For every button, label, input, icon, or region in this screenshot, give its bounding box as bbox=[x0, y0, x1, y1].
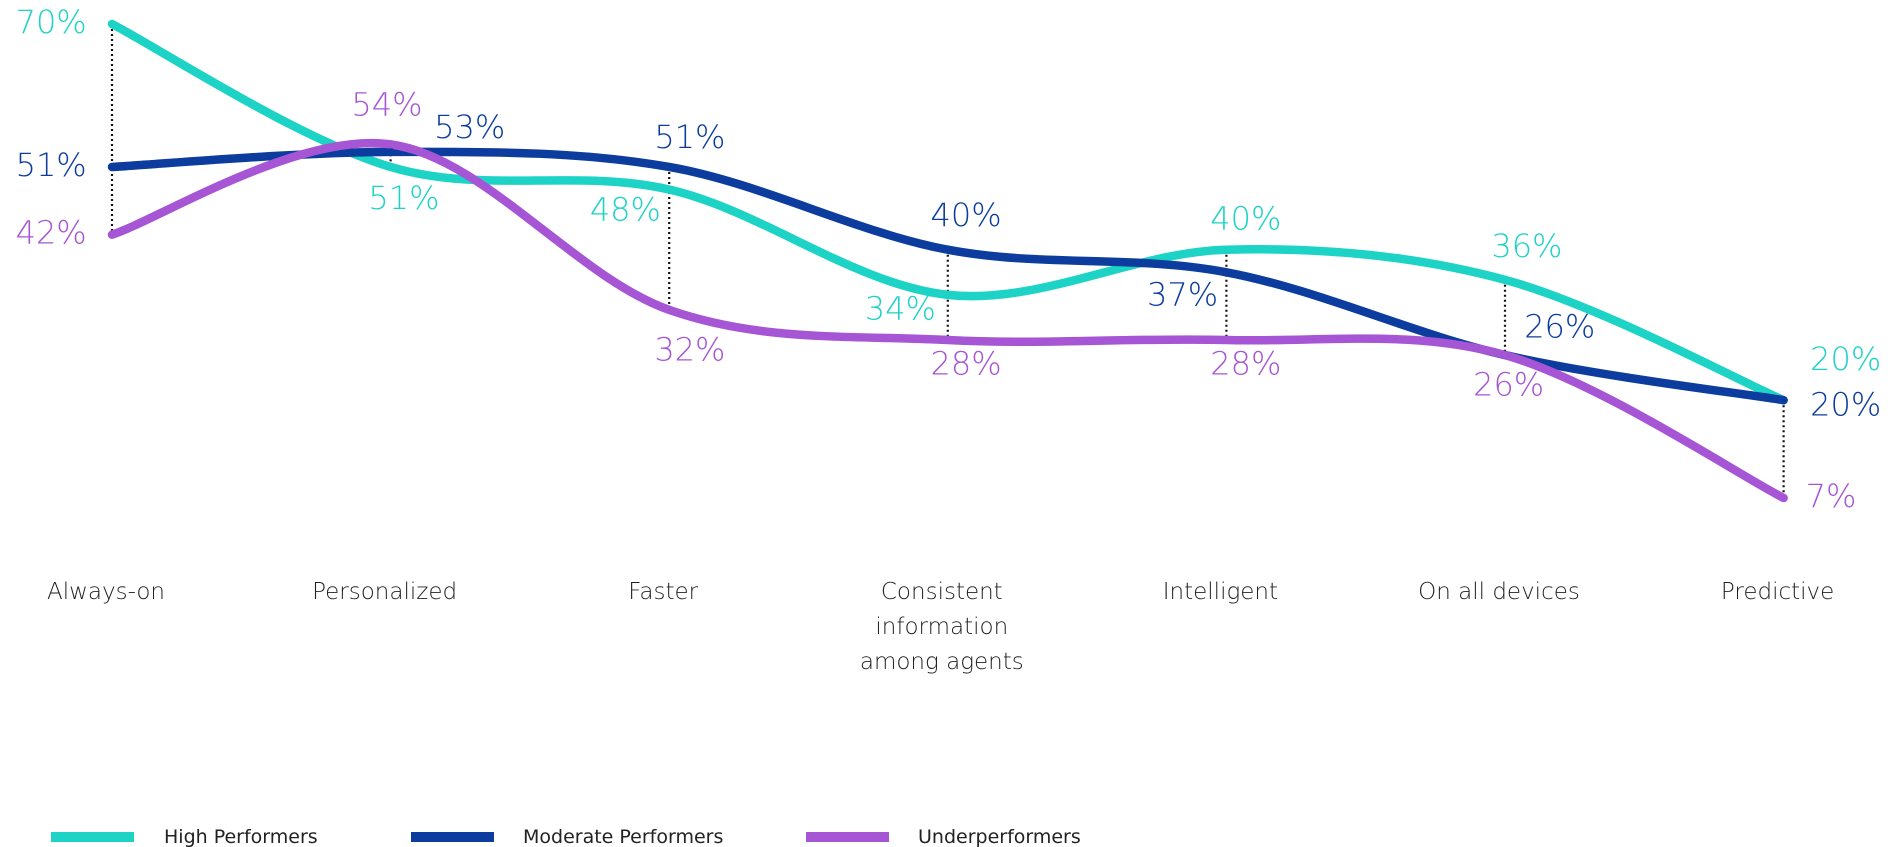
value-label: 20% bbox=[1810, 340, 1881, 378]
point bbox=[1222, 268, 1231, 277]
point bbox=[1222, 245, 1231, 254]
point bbox=[1501, 275, 1509, 284]
point bbox=[108, 162, 116, 171]
value-label: 20% bbox=[1810, 385, 1881, 423]
value-label: 7% bbox=[1806, 477, 1857, 515]
x-tick-label: Intelligent bbox=[1162, 579, 1279, 605]
legend-label: Underperformers bbox=[918, 826, 1081, 847]
legend-swatch bbox=[806, 832, 889, 842]
value-label: 28% bbox=[1210, 345, 1281, 383]
point bbox=[386, 140, 395, 149]
point bbox=[386, 147, 395, 156]
value-label: 40% bbox=[930, 196, 1001, 234]
x-tick-label: On all devices bbox=[1418, 579, 1580, 605]
x-tick-label: Faster bbox=[628, 579, 699, 605]
point bbox=[665, 185, 674, 194]
x-tick-label: Consistent information among agents bbox=[859, 579, 1024, 675]
legend-swatch bbox=[411, 832, 494, 842]
value-label: 32% bbox=[654, 330, 725, 368]
value-label: 51% bbox=[16, 146, 87, 184]
value-label: 40% bbox=[1210, 200, 1281, 238]
point bbox=[943, 290, 952, 299]
point bbox=[943, 336, 952, 344]
value-label: 51% bbox=[654, 118, 725, 156]
point bbox=[665, 305, 674, 314]
legend-swatch bbox=[51, 832, 134, 842]
value-label: 26% bbox=[1473, 366, 1544, 404]
x-tick-label: Personalized bbox=[312, 579, 458, 605]
legend-label: Moderate Performers bbox=[523, 826, 724, 847]
value-label: 70% bbox=[16, 3, 87, 41]
x-tick-label: Always-on bbox=[47, 579, 165, 605]
point bbox=[665, 162, 674, 171]
point bbox=[943, 245, 952, 254]
value-label: 34% bbox=[865, 290, 936, 328]
value-label: 48% bbox=[590, 190, 661, 228]
value-label: 28% bbox=[930, 345, 1001, 383]
value-label: 54% bbox=[351, 86, 422, 124]
value-label: 42% bbox=[16, 214, 87, 252]
legend-label: High Performers bbox=[164, 826, 318, 847]
point bbox=[1779, 494, 1788, 502]
point bbox=[108, 20, 116, 28]
point bbox=[1501, 351, 1509, 360]
point bbox=[1222, 336, 1231, 344]
value-label: 37% bbox=[1147, 276, 1218, 314]
point bbox=[108, 230, 116, 239]
value-label: 51% bbox=[368, 179, 439, 217]
point bbox=[1779, 396, 1788, 405]
value-label: 26% bbox=[1524, 307, 1595, 345]
value-label: 53% bbox=[434, 108, 505, 146]
x-tick-label: Predictive bbox=[1720, 579, 1835, 605]
value-label: 36% bbox=[1491, 227, 1562, 265]
point bbox=[386, 162, 395, 171]
